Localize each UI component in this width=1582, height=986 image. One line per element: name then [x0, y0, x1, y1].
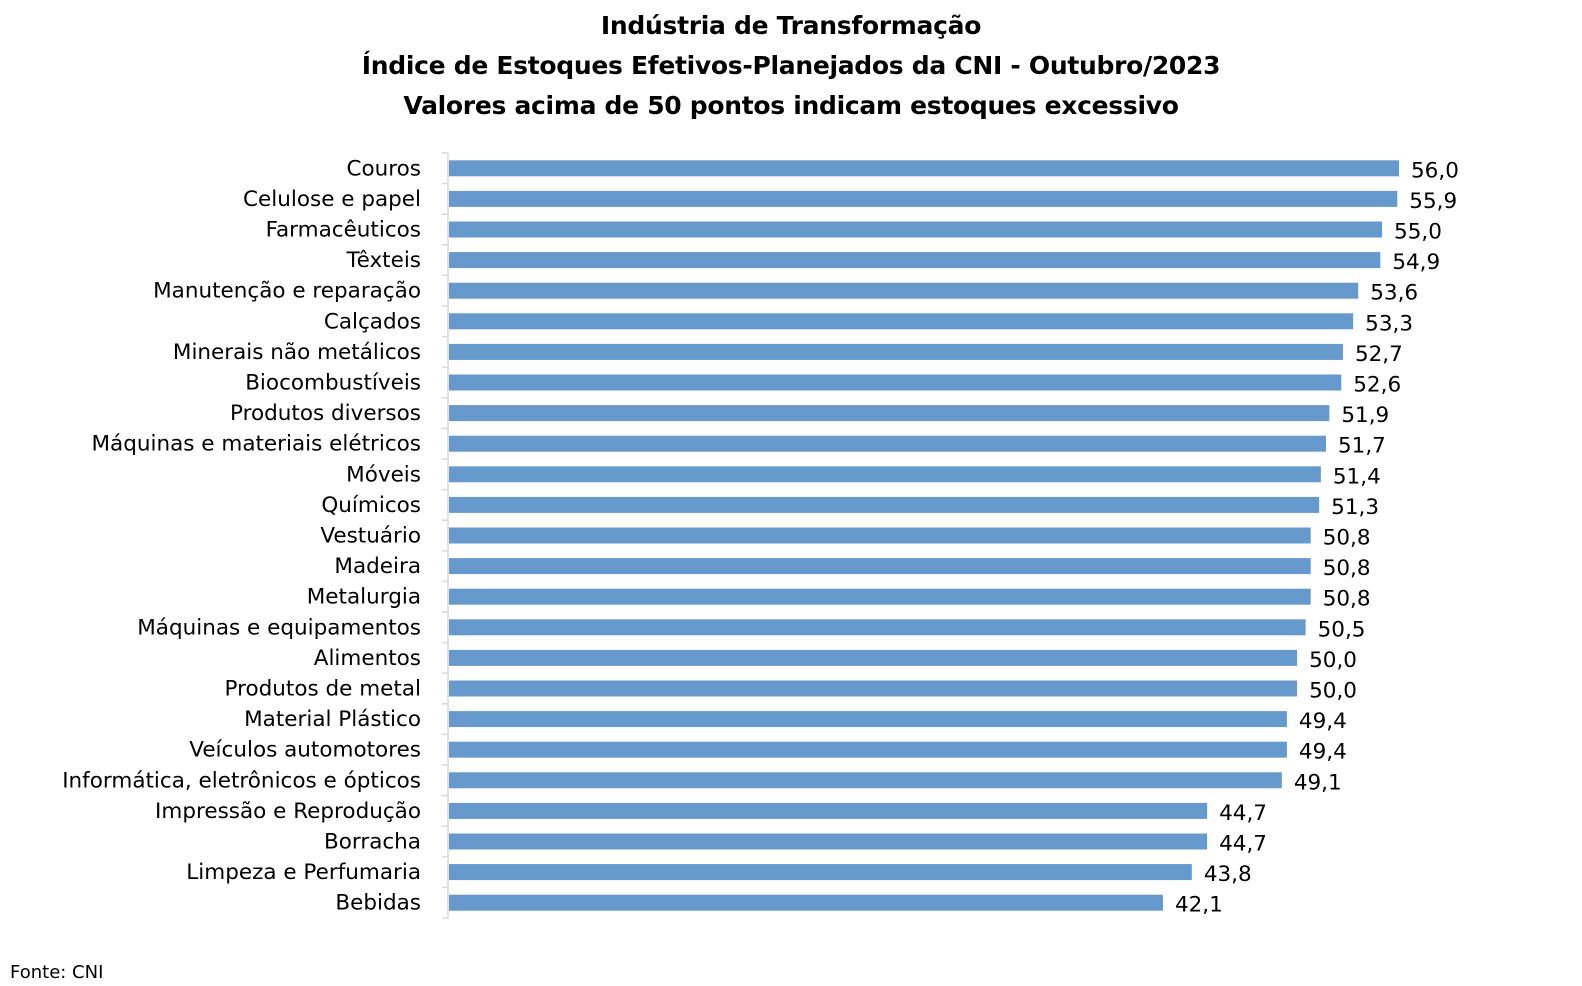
- category-label: Vestuário: [320, 524, 421, 549]
- bar: [449, 527, 1311, 544]
- data-label: 52,6: [1353, 373, 1401, 398]
- category-label: Celulose e papel: [243, 187, 421, 212]
- category-label: Veículos automotores: [189, 738, 421, 763]
- data-label: 55,9: [1409, 189, 1457, 214]
- bar: [449, 405, 1330, 422]
- category-label: Produtos de metal: [225, 677, 421, 702]
- bar: [449, 190, 1398, 207]
- category-label: Borracha: [324, 830, 421, 855]
- data-label: 50,8: [1323, 587, 1371, 612]
- data-label: 50,5: [1318, 617, 1366, 642]
- bar: [449, 680, 1298, 697]
- bar: [449, 343, 1343, 360]
- bar: [449, 802, 1208, 819]
- data-label: 49,1: [1294, 770, 1342, 795]
- data-label: 50,8: [1323, 526, 1371, 551]
- chart-title-line-1: Indústria de Transformação: [600, 11, 982, 40]
- bar: [449, 435, 1326, 452]
- data-label: 51,3: [1331, 495, 1379, 520]
- bar: [449, 649, 1298, 666]
- chart-axis: [442, 152, 449, 919]
- bar: [449, 496, 1320, 513]
- data-label: 53,3: [1365, 311, 1413, 336]
- data-label: 44,7: [1219, 801, 1267, 826]
- bar: [449, 221, 1383, 238]
- data-label: 51,9: [1341, 403, 1389, 428]
- category-label: Máquinas e materiais elétricos: [92, 432, 422, 457]
- chart-title: Indústria de Transformação Índice de Est…: [0, 6, 1582, 126]
- data-label: 42,1: [1175, 893, 1223, 918]
- bar: [449, 282, 1359, 299]
- category-label: Bebidas: [335, 891, 421, 916]
- category-label: Limpeza e Perfumaria: [186, 860, 421, 885]
- bar: [449, 619, 1306, 636]
- source-note: Fonte: CNI: [10, 962, 104, 983]
- category-label: Material Plástico: [244, 707, 421, 732]
- bar: [449, 772, 1282, 789]
- bar: [449, 374, 1342, 391]
- bar: [449, 252, 1381, 269]
- data-label: 53,6: [1370, 281, 1418, 306]
- category-label: Calçados: [324, 309, 421, 334]
- bar: [449, 466, 1321, 483]
- category-label: Couros: [346, 156, 421, 181]
- bar: [449, 741, 1287, 758]
- category-label: Minerais não metálicos: [173, 340, 421, 365]
- category-label: Madeira: [334, 554, 421, 579]
- bar: [449, 711, 1287, 728]
- data-label: 44,7: [1219, 832, 1267, 857]
- category-label: Máquinas e equipamentos: [137, 615, 421, 640]
- category-label: Farmacêuticos: [266, 218, 421, 243]
- category-label: Metalurgia: [307, 585, 421, 610]
- chart-labels: Couros 56,0 Celulose e papel 55,9 Farmacêuti…: [62, 156, 1459, 917]
- data-label: 56,0: [1411, 158, 1459, 183]
- chart-title-line-3: Valores acima de 50 pontos indicam estoq…: [403, 91, 1179, 120]
- data-label: 50,0: [1309, 648, 1357, 673]
- data-label: 50,8: [1323, 556, 1371, 581]
- data-label: 50,0: [1309, 679, 1357, 704]
- data-label: 51,4: [1333, 464, 1381, 489]
- bar: [449, 558, 1311, 575]
- bar: [449, 160, 1399, 177]
- category-label: Móveis: [346, 462, 421, 487]
- data-label: 43,8: [1204, 862, 1252, 887]
- category-label: Alimentos: [314, 646, 421, 671]
- category-label: Informática, eletrônicos e ópticos: [62, 768, 421, 793]
- data-label: 54,9: [1392, 250, 1440, 275]
- category-label: Biocombustíveis: [245, 371, 421, 396]
- category-label: Impressão e Reprodução: [155, 799, 421, 824]
- bar: [449, 864, 1192, 881]
- bar: [449, 588, 1311, 605]
- bar: [449, 833, 1208, 850]
- category-label: Químicos: [321, 493, 421, 518]
- category-label: Produtos diversos: [230, 401, 421, 426]
- data-label: 51,7: [1338, 434, 1386, 459]
- bar: [449, 894, 1163, 911]
- bar: [449, 313, 1354, 330]
- category-label: Manutenção e reparação: [153, 279, 421, 304]
- data-label: 49,4: [1299, 740, 1347, 765]
- chart-title-line-2: Índice de Estoques Efetivos-Planejados d…: [361, 51, 1221, 80]
- category-label: Têxteis: [345, 248, 421, 273]
- data-label: 49,4: [1299, 709, 1347, 734]
- data-label: 52,7: [1355, 342, 1403, 367]
- data-label: 55,0: [1394, 220, 1442, 245]
- chart-bars: [449, 160, 1399, 911]
